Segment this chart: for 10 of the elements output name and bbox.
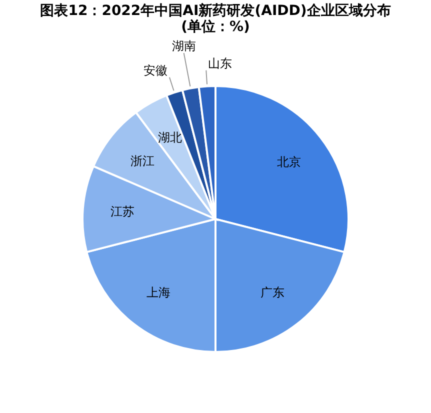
slice-label: 山东 xyxy=(208,56,232,70)
slice-label: 上海 xyxy=(146,286,170,300)
slice-label: 广东 xyxy=(260,286,285,300)
slice-label: 江苏 xyxy=(110,204,135,219)
slice-label: 湖北 xyxy=(158,130,182,145)
slice-label: 安徽 xyxy=(143,63,168,78)
slice-label: 湖南 xyxy=(172,38,196,53)
slice-label: 浙江 xyxy=(130,154,154,168)
slice-label: 北京 xyxy=(277,154,302,169)
chart-title: 图表12：2022年中国AI新药研发(AIDD)企业区域分布(单位：%) xyxy=(40,2,391,35)
